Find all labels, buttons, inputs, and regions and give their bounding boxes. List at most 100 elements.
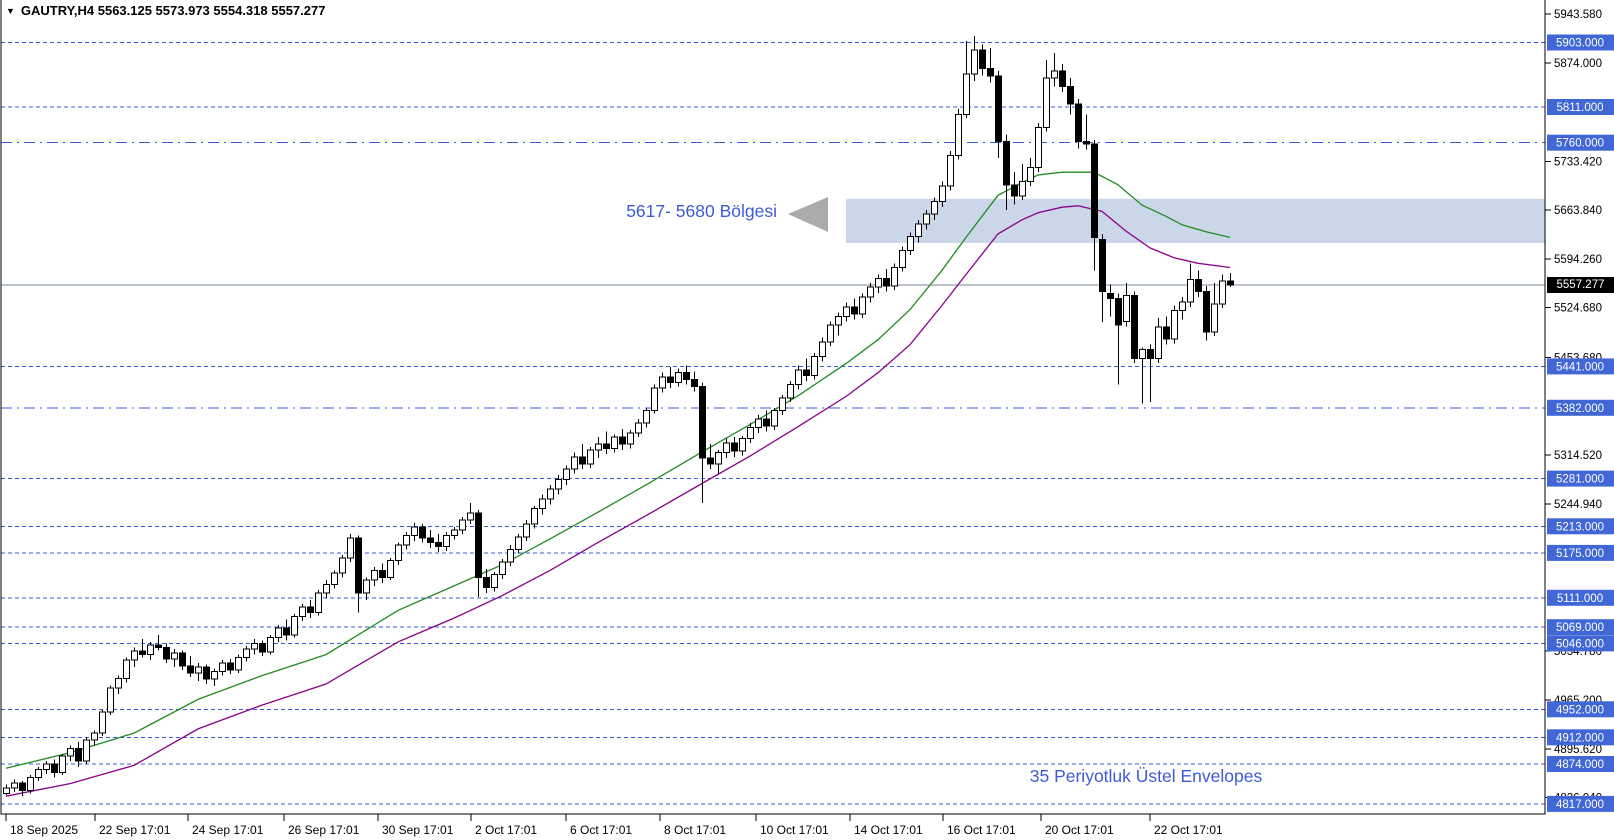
candle-bear xyxy=(19,782,26,792)
candle-bull xyxy=(299,606,306,618)
candle-bull xyxy=(1139,349,1146,360)
candle-bear xyxy=(1075,103,1082,142)
time-tick-label: 16 Oct 17:01 xyxy=(947,823,1016,837)
candle-bull xyxy=(451,529,458,536)
price-tick-label: 5314.520 xyxy=(1554,450,1602,462)
candle-bear xyxy=(379,569,386,578)
time-tick-label: 30 Sep 17:01 xyxy=(382,823,454,837)
level-badge xyxy=(1547,795,1614,812)
candle-bear xyxy=(683,372,690,381)
candle-bull xyxy=(27,776,34,792)
level-badge-label: 5046.000 xyxy=(1556,638,1604,650)
candle-bear xyxy=(1195,278,1202,292)
candle-bull xyxy=(595,443,602,451)
candle-bull xyxy=(547,488,554,500)
candle-bull xyxy=(955,114,962,156)
level-badge-label: 4817.000 xyxy=(1556,799,1604,811)
candle-bull xyxy=(411,526,418,536)
level-badge-label: 4952.000 xyxy=(1556,704,1604,716)
chart-title: ▼ GAUTRY,H4 5563.125 5573.973 5554.318 55… xyxy=(6,3,325,18)
candle-bull xyxy=(555,478,562,490)
candle-bear xyxy=(1163,326,1170,340)
candle-bear xyxy=(1067,86,1074,105)
candle-bull xyxy=(843,306,850,318)
time-tick-label: 22 Oct 17:01 xyxy=(1154,823,1223,837)
candle-bull xyxy=(267,637,274,653)
level-badge xyxy=(1547,701,1614,718)
candle-bear xyxy=(987,67,994,77)
candle-bull xyxy=(275,627,282,639)
candle-bull xyxy=(499,561,506,576)
candle-bull xyxy=(587,449,594,465)
candle-bull xyxy=(827,324,834,343)
candle-bull xyxy=(859,296,866,315)
candle-bear xyxy=(579,456,586,465)
candle-bear xyxy=(731,442,738,452)
time-tick-label: 20 Oct 17:01 xyxy=(1045,823,1114,837)
candle-bear xyxy=(139,650,146,656)
candle-bear xyxy=(475,512,482,578)
candle-bull xyxy=(99,711,106,734)
candle-bear xyxy=(435,541,442,548)
symbol-dropdown-icon: ▼ xyxy=(6,6,15,16)
price-tick-label: 5943.580 xyxy=(1554,9,1602,21)
zone-annotation: 5617- 5680 Bölgesi xyxy=(626,201,777,221)
candle-bear xyxy=(355,537,362,594)
candle-bull xyxy=(363,579,370,594)
candle-bull xyxy=(131,650,138,661)
candle-bull xyxy=(1219,280,1226,305)
time-tick-label: 10 Oct 17:01 xyxy=(760,823,829,837)
candle-bear xyxy=(619,436,626,445)
candle-bull xyxy=(891,267,898,287)
level-badge-label: 5811.000 xyxy=(1556,102,1603,114)
time-tick-label: 26 Sep 17:01 xyxy=(288,823,360,837)
candle-bull xyxy=(723,442,730,454)
candle-bear xyxy=(603,443,610,449)
candle-bear xyxy=(995,75,1002,142)
candle-bull xyxy=(387,560,394,578)
candle-bull xyxy=(659,376,666,389)
candle-bear xyxy=(979,49,986,69)
level-badge-label: 5382.000 xyxy=(1556,403,1604,415)
candle-bear xyxy=(763,418,770,427)
candle-bull xyxy=(1043,77,1050,128)
level-badge-label: 5281.000 xyxy=(1556,474,1604,486)
candle-bull xyxy=(195,666,202,674)
level-badge xyxy=(1547,99,1614,115)
level-badge xyxy=(1547,34,1614,51)
candle-bull xyxy=(59,755,66,773)
candle-bull xyxy=(331,572,338,586)
envelope-upper-line xyxy=(5,171,1231,769)
level-badge xyxy=(1547,358,1614,375)
candle-bull xyxy=(923,213,930,225)
candle-bull xyxy=(1155,326,1162,360)
level-badge-label: 5213.000 xyxy=(1556,521,1604,533)
level-badge-label: 5760.000 xyxy=(1556,138,1604,150)
candle-bull xyxy=(1187,278,1194,303)
candle-bull xyxy=(467,512,474,521)
level-badge xyxy=(1547,589,1614,606)
candle-bull xyxy=(1179,301,1186,311)
candle-bull xyxy=(235,656,242,671)
envelope-lower-line xyxy=(5,205,1231,797)
candle-bear xyxy=(699,386,706,459)
level-badge xyxy=(1547,619,1614,636)
candle-bear xyxy=(1227,280,1234,286)
candle-bull xyxy=(947,154,954,187)
candle-bull xyxy=(1035,126,1042,168)
candle-bull xyxy=(787,384,794,399)
candle-bull xyxy=(755,418,762,428)
candle-bear xyxy=(1091,143,1098,238)
level-badge-label: 5441.000 xyxy=(1556,361,1604,373)
candle-bull xyxy=(931,201,938,215)
candle-bull xyxy=(3,787,10,794)
price-tick-label: 5244.940 xyxy=(1554,499,1602,511)
candle-bull xyxy=(507,548,514,563)
candle-bear xyxy=(227,662,234,671)
candle-bear xyxy=(1131,295,1138,360)
candle-bear xyxy=(187,665,194,674)
candle-bull xyxy=(219,662,226,672)
candle-bull xyxy=(963,73,970,116)
level-badge xyxy=(1547,518,1614,535)
